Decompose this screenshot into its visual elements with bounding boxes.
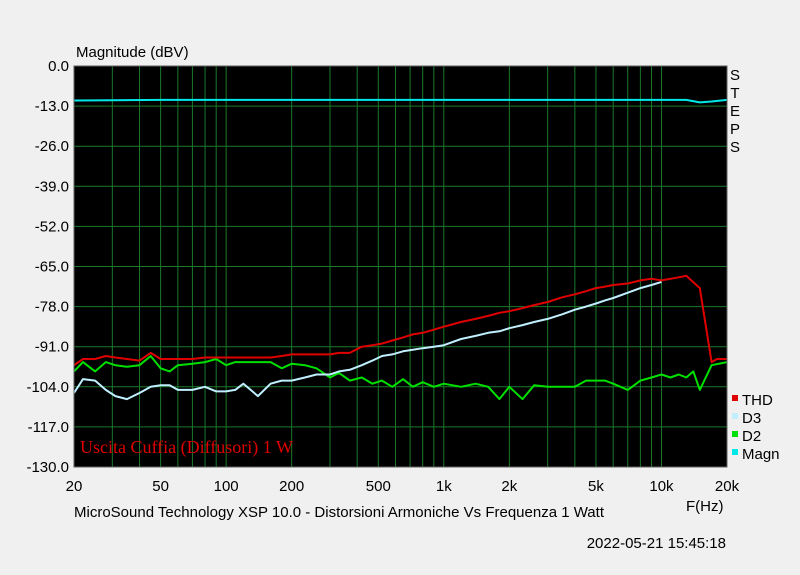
y-tick-labels: 0.0 -13.0 -26.0 -39.0 -52.0 -65.0 -78.0 -91.0 -1…: [26, 58, 69, 476]
steps-letter: T: [730, 85, 739, 102]
x-tick-label: 500: [366, 478, 391, 495]
chart-caption: MicroSound Technology XSP 10.0 - Distors…: [74, 504, 605, 521]
x-tick-label: 100: [214, 478, 239, 495]
y-tick-label: -65.0: [35, 259, 69, 276]
legend-swatch-d3: [732, 413, 738, 419]
timestamp: 2022-05-21 15:45:18: [587, 535, 726, 552]
legend-label-thd: THD: [742, 392, 773, 409]
x-tick-label: 20: [66, 478, 83, 495]
y-tick-label: -91.0: [35, 339, 69, 356]
legend-label-d3: D3: [742, 410, 761, 427]
legend-swatch-magn: [732, 449, 738, 455]
plot-frame: [73, 65, 728, 468]
steps-letter: P: [730, 121, 740, 138]
legend-label-d2: D2: [742, 428, 761, 445]
legend-swatch-d2: [732, 431, 738, 437]
y-tick-label: -130.0: [26, 459, 69, 476]
x-tick-label: 20k: [715, 478, 740, 495]
steps-letter: S: [730, 67, 740, 84]
y-tick-label: 0.0: [48, 58, 69, 75]
legend-swatch-thd: [732, 395, 738, 401]
x-tick-label: 1k: [436, 478, 452, 495]
series-lines: [73, 98, 728, 401]
series-line-thd: [73, 274, 727, 367]
grid: [74, 66, 727, 467]
x-axis-label: F(Hz): [686, 498, 724, 515]
y-tick-label: -39.0: [35, 178, 69, 195]
x-tick-label: 5k: [588, 478, 604, 495]
x-tick-label: 2k: [501, 478, 517, 495]
y-tick-label: -52.0: [35, 218, 69, 235]
legend-label-magn: Magn: [742, 446, 780, 463]
x-tick-label: 200: [279, 478, 304, 495]
x-tick-label: 50: [152, 478, 169, 495]
series-line-d3: [73, 280, 662, 401]
y-axis-label: Magnitude (dBV): [76, 44, 189, 61]
steps-letter: E: [730, 103, 740, 120]
y-tick-label: -104.0: [26, 379, 69, 396]
series-line-magn: [73, 98, 728, 104]
y-tick-label: -78.0: [35, 299, 69, 316]
series-line-d2: [73, 355, 728, 401]
x-tick-labels: 20 50 100 200 500 1k 2k 5k 10k 20k: [66, 478, 740, 495]
steps-letter: S: [730, 139, 740, 156]
y-tick-label: -26.0: [35, 138, 69, 155]
x-tick-label: 10k: [649, 478, 674, 495]
y-tick-label: -117.0: [28, 419, 69, 436]
y-tick-label: -13.0: [35, 98, 69, 115]
plot-annotation: Uscita Cuffia (Diffusori) 1 W: [80, 437, 293, 458]
